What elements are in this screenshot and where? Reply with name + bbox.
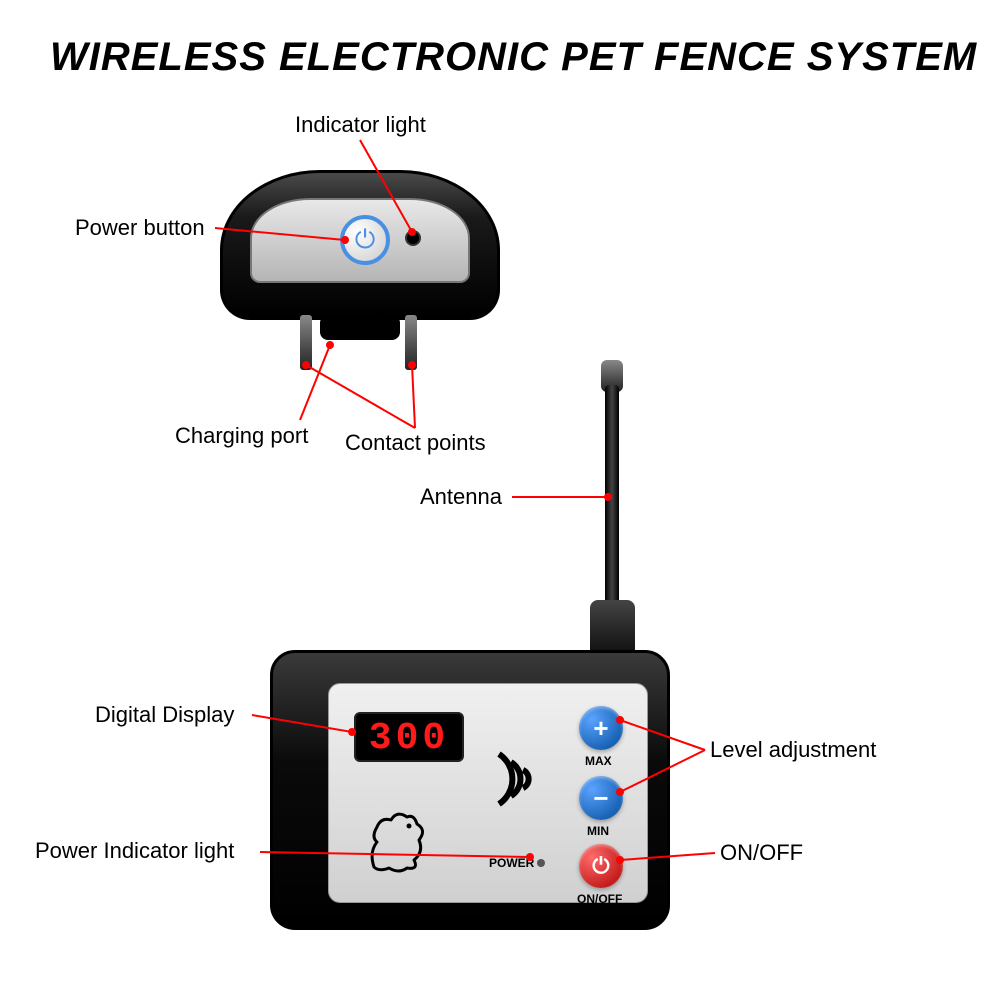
collar-indicator-dot (405, 230, 421, 246)
min-label: MIN (587, 824, 609, 838)
label-onoff: ON/OFF (720, 840, 803, 866)
level-minus-button: − (579, 776, 623, 820)
label-antenna: Antenna (420, 484, 502, 510)
level-plus-button: + (579, 706, 623, 750)
collar-bottom (320, 315, 400, 340)
label-digital-display: Digital Display (95, 702, 234, 728)
transmitter-panel: 300 + MAX − MIN ⏻ POWER ON/OFF (328, 683, 648, 903)
signal-icon (479, 744, 549, 814)
contact-prong-right (405, 315, 417, 370)
antenna-rod (605, 385, 619, 615)
dog-icon (359, 802, 437, 877)
label-contact-points: Contact points (345, 430, 486, 456)
digital-display: 300 (354, 712, 464, 762)
onoff-label: ON/OFF (577, 892, 622, 906)
label-power-indicator: Power Indicator light (35, 838, 234, 864)
power-label: POWER (489, 856, 534, 870)
power-icon: ⏻ (355, 224, 376, 256)
label-indicator-light: Indicator light (295, 112, 426, 138)
max-label: MAX (585, 754, 612, 768)
collar-power-button: ⏻ (340, 215, 390, 265)
label-power-button: Power button (75, 215, 205, 241)
power-indicator-dot (537, 859, 545, 867)
page-title: WIRELESS ELECTRONIC PET FENCE SYSTEM (50, 35, 977, 80)
transmitter-device: 300 + MAX − MIN ⏻ POWER ON/OFF (270, 650, 670, 930)
label-level-adjustment: Level adjustment (710, 737, 876, 763)
contact-prong-left (300, 315, 312, 370)
collar-device: ⏻ (220, 170, 500, 340)
label-charging-port: Charging port (175, 423, 308, 449)
onoff-button: ⏻ (579, 844, 623, 888)
